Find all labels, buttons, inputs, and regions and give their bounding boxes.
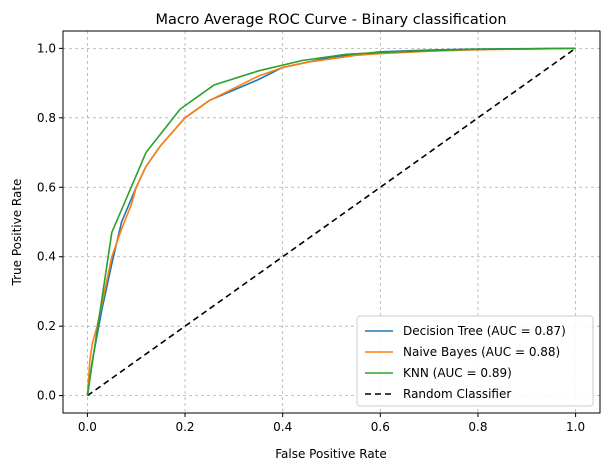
y-tick-label: 1.0: [37, 41, 56, 55]
legend: Decision Tree (AUC = 0.87) Naive Bayes (A…: [356, 315, 594, 407]
y-axis-label: True Positive Rate: [10, 179, 24, 287]
x-tick-label: 1.0: [566, 420, 585, 434]
legend-label: Random Classifier: [403, 387, 511, 401]
chart-title: Macro Average ROC Curve - Binary classif…: [155, 12, 506, 28]
y-tick-label: 0.4: [37, 250, 56, 264]
x-tick-label: 0.6: [371, 420, 390, 434]
legend-box: [356, 315, 594, 407]
x-tick-label: 0.2: [175, 420, 194, 434]
x-axis-ticks: 0.0 0.2 0.4 0.6 0.8 1.0: [78, 413, 585, 434]
x-tick-label: 0.4: [273, 420, 292, 434]
series-line-naive: [86, 47, 576, 396]
y-tick-label: 0.6: [37, 180, 56, 194]
legend-label: KNN (AUC = 0.89): [403, 366, 512, 380]
y-tick-label: 0.0: [37, 389, 56, 403]
y-tick-label: 0.8: [37, 111, 56, 125]
x-tick-label: 0.8: [468, 420, 487, 434]
y-tick-label: 0.2: [37, 319, 56, 333]
legend-label: Decision Tree (AUC = 0.87): [403, 324, 566, 338]
x-axis-label: False Positive Rate: [275, 447, 387, 461]
plot-frame: [62, 30, 601, 414]
y-axis-ticks: 0.0 0.2 0.4 0.6 0.8 1.0: [37, 41, 63, 403]
legend-label: Naive Bayes (AUC = 0.88): [403, 345, 560, 359]
series-line-knn: [86, 47, 576, 396]
series-lines: [86, 47, 577, 397]
x-tick-label: 0.0: [78, 420, 97, 434]
